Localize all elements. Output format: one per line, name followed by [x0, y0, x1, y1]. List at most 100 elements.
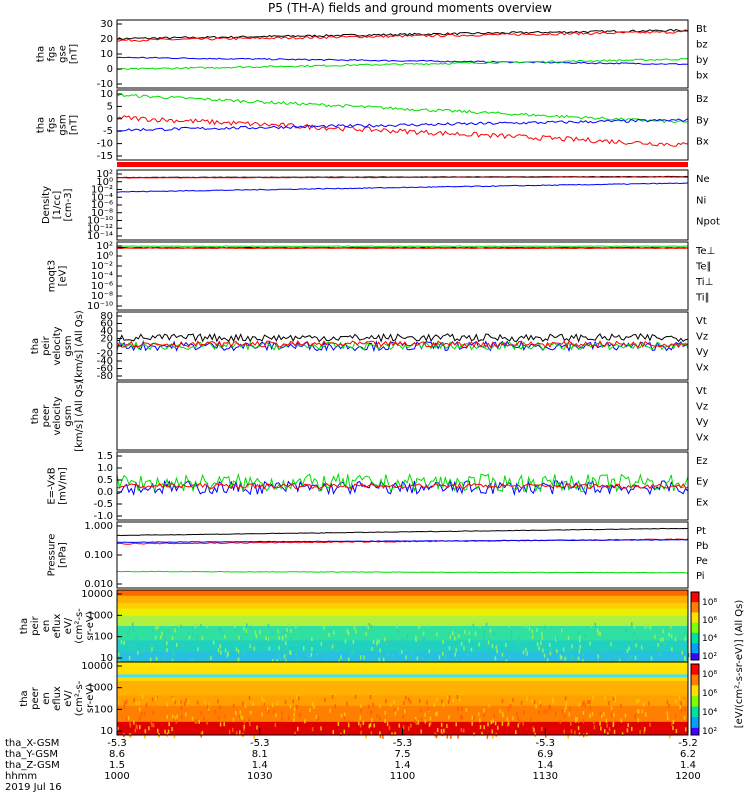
spectrogram-pixel [614, 654, 617, 659]
spectrogram-pixel [385, 699, 387, 704]
spectrogram-pixel [552, 697, 554, 702]
spectrogram-pixel [464, 644, 467, 649]
spectrogram-pixel [626, 648, 629, 653]
spectrogram-pixel [409, 654, 412, 659]
spectrogram-pixel [168, 722, 170, 727]
spectrogram-pixel [522, 650, 525, 655]
y-axis-label: eV/ [63, 690, 74, 707]
spectrogram-pixel [206, 720, 208, 725]
spectrogram-pixel [471, 721, 473, 726]
spectrogram-pixel [376, 714, 379, 719]
spectrogram-pixel [333, 642, 336, 647]
spectrogram-pixel [657, 643, 659, 648]
spectrogram-pixel [343, 712, 346, 717]
spectrogram-pixel [548, 705, 550, 710]
spectrogram-pixel [328, 632, 330, 637]
spectrogram-pixel [189, 658, 192, 663]
legend-label: Vz [696, 332, 708, 343]
spectrogram-pixel [644, 712, 647, 717]
spectrogram-pixel [218, 627, 220, 632]
spectrogram-pixel [295, 624, 297, 629]
spectrogram-pixel [599, 721, 601, 726]
spectrogram-pixel [509, 704, 512, 709]
spectrogram-pixel [142, 694, 144, 699]
spectrogram-pixel [465, 707, 468, 712]
spectrogram-pixel [636, 699, 638, 704]
spectrogram-pixel [194, 624, 197, 629]
spectrogram-pixel [268, 646, 271, 651]
spectrogram-pixel [267, 636, 270, 641]
spectrogram-pixel [670, 635, 672, 640]
spectrogram-pixel [512, 697, 514, 702]
spectrogram-pixel [564, 656, 566, 661]
spectrogram-pixel [397, 706, 399, 711]
y-axis-label: tha [36, 46, 47, 62]
spectrogram-pixel [143, 711, 146, 716]
spectrogram-pixel [520, 700, 523, 705]
spectrogram-pixel [355, 629, 357, 634]
y-axis-label: en [41, 692, 52, 705]
spectrogram-pixel [416, 644, 419, 649]
spectrogram-pixel [191, 626, 193, 631]
spectrogram-pixel [538, 646, 540, 651]
spectrogram-pixel [191, 658, 194, 663]
spectrogram-band [117, 695, 688, 707]
spectrogram-pixel [530, 718, 532, 723]
spectrogram-pixel [430, 720, 432, 725]
series-line-Bz [116, 115, 689, 147]
y-tick-label: 1000 [88, 610, 113, 621]
spectrogram-pixel [568, 712, 571, 717]
spectrogram-pixel [207, 704, 209, 709]
spectrogram-pixel [467, 652, 469, 657]
spectrogram-pixel [344, 639, 347, 644]
spectrogram-pixel [462, 659, 465, 664]
y-tick-label: 10 [100, 49, 113, 60]
spectrogram-pixel [197, 647, 199, 652]
spectrogram-pixel [378, 639, 380, 644]
spectrogram-pixel [671, 647, 673, 652]
panel-frame [116, 451, 689, 521]
spectrogram-pixel [379, 734, 382, 739]
spectrogram-pixel [609, 656, 611, 661]
panel-frame [116, 241, 689, 311]
spectrogram-pixel [352, 639, 355, 644]
spectrogram-pixel [458, 633, 460, 638]
y-tick-label: 10⁻¹² [87, 223, 113, 234]
y-axis-label: tha [19, 618, 30, 634]
spectrogram-pixel [249, 643, 252, 648]
spectrogram-pixel [483, 712, 486, 717]
spectrogram-pixel [161, 631, 163, 636]
spectrogram-pixel [508, 654, 511, 659]
legend-label: Te∥ [695, 262, 712, 273]
spectrogram-pixel [188, 635, 191, 640]
y-tick-label: 1.000 [84, 521, 113, 532]
spectrogram-pixel [124, 701, 126, 706]
spectrogram-pixel [446, 734, 449, 739]
spectrogram-pixel [487, 722, 489, 727]
spectrogram-pixel [461, 715, 463, 720]
y-axis-label: (cm²-s- [74, 680, 85, 716]
spectrogram-pixel [394, 711, 397, 716]
spectrogram-pixel [397, 630, 399, 635]
spectrogram-pixel [178, 623, 180, 628]
spectrogram-pixel [261, 696, 263, 701]
colorbar-segment [691, 643, 699, 654]
spectrogram-pixel [201, 636, 204, 641]
spectrogram-pixel [418, 699, 421, 704]
spectrogram-pixel [130, 646, 133, 651]
spectrogram-pixel [526, 696, 528, 701]
spectrogram-pixel [211, 653, 213, 658]
spectrogram-pixel [340, 655, 342, 660]
panel-frame [116, 169, 689, 241]
spectrogram-pixel [605, 718, 608, 723]
spectrogram-pixel [679, 705, 681, 710]
spectrogram-pixel [133, 698, 135, 703]
spectrogram-pixel [589, 714, 591, 719]
spectrogram-pixel [386, 721, 389, 726]
spectrogram-pixel [641, 709, 644, 714]
panel-fgs_gse: 30 20 10 0 -10 tha fgs gse [nT] Bt bz by bx [36, 19, 709, 90]
legend-label: By [696, 115, 709, 126]
spectrogram-pixel [483, 725, 485, 730]
spectrogram-pixel [382, 734, 384, 739]
